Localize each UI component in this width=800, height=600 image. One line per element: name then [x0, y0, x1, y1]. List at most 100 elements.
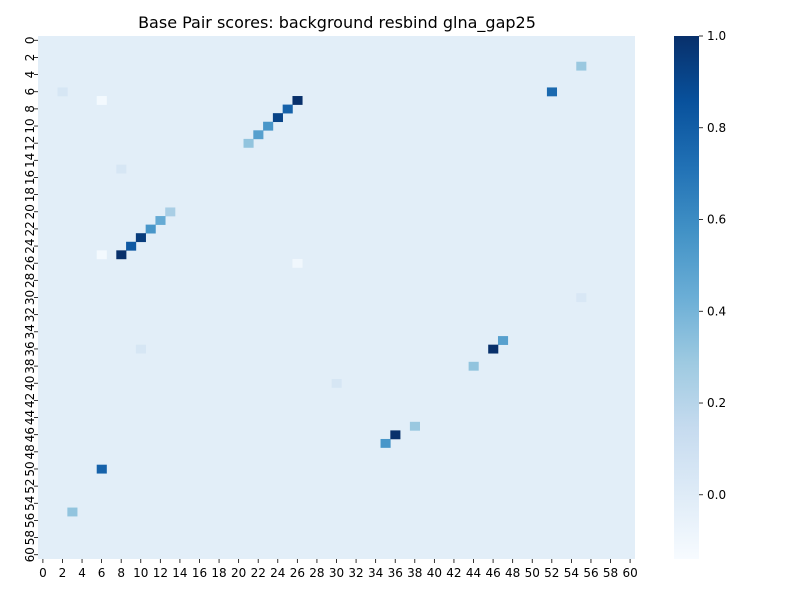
heatmap-cell	[272, 113, 283, 123]
colorbar-tick-label: 0.6	[707, 213, 726, 227]
chart-title: Base Pair scores: background resbind gln…	[138, 13, 536, 33]
colorbar-tick-label: 0.2	[707, 396, 726, 410]
y-tick-label: 2	[23, 54, 37, 62]
y-tick-label: 54	[23, 496, 37, 511]
heatmap-cell	[292, 96, 303, 105]
y-tick-label: 4	[23, 71, 37, 79]
x-tick-label: 52	[544, 566, 559, 580]
x-tick-label: 0	[39, 566, 47, 580]
x-tick-label: 48	[505, 566, 520, 580]
x-tick-label: 60	[622, 566, 637, 580]
y-tick-label: 56	[23, 513, 37, 528]
y-axis: 0246810121416182022242628303234363840424…	[23, 36, 38, 562]
x-tick-label: 32	[348, 566, 363, 580]
y-tick-label: 44	[23, 410, 37, 425]
y-tick-label: 32	[23, 307, 37, 322]
y-tick-label: 22	[23, 221, 37, 236]
heatmap-cell	[576, 293, 587, 303]
y-tick-label: 34	[23, 324, 37, 339]
heatmap-cell	[263, 121, 274, 131]
x-tick-label: 38	[407, 566, 422, 580]
x-tick-label: 8	[117, 566, 125, 580]
x-tick-label: 56	[583, 566, 598, 580]
y-tick-label: 16	[23, 170, 37, 185]
y-tick-label: 10	[23, 118, 37, 133]
colorbar-tick-label: 0.0	[707, 488, 726, 502]
x-axis: 0 2 4 6 8 10 12 14 16 18 20 22 24 26 28 30 32 34 36 38 40 42 4…	[39, 559, 638, 580]
y-tick-label: 30	[23, 290, 37, 305]
y-tick-label: 12	[23, 136, 37, 151]
x-tick-label: 36	[388, 566, 403, 580]
y-tick-label: 28	[23, 273, 37, 288]
y-tick-label: 20	[23, 204, 37, 219]
x-tick-label: 40	[427, 566, 442, 580]
y-tick-label: 60	[23, 547, 37, 562]
x-tick-label: 16	[192, 566, 207, 580]
heatmap-cell	[116, 250, 127, 260]
heatmap-cell	[67, 507, 78, 517]
heatmap-cell	[331, 378, 342, 388]
y-tick-label: 6	[23, 88, 37, 96]
x-tick-label: 44	[466, 566, 481, 580]
heatmap-cell	[292, 258, 303, 268]
x-tick-label: 50	[525, 566, 540, 580]
y-tick-label: 42	[23, 393, 37, 408]
heatmap-cell	[576, 61, 587, 71]
y-tick-label: 8	[23, 105, 37, 113]
y-tick-label: 24	[23, 238, 37, 253]
y-tick-label: 26	[23, 256, 37, 271]
x-tick-label: 26	[290, 566, 305, 580]
plot-area	[38, 36, 635, 559]
x-tick-label: 20	[231, 566, 246, 580]
x-tick-label: 22	[251, 566, 266, 580]
heatmap-cells	[57, 61, 587, 517]
y-tick-label: 58	[23, 530, 37, 545]
x-tick-label: 34	[368, 566, 383, 580]
y-tick-label: 50	[23, 461, 37, 476]
y-tick-label: 52	[23, 478, 37, 493]
colorbar: 0.0 0.2 0.4 0.6 0.8 1.0	[674, 29, 726, 559]
colorbar-ticks: 0.0 0.2 0.4 0.6 0.8 1.0	[699, 29, 726, 502]
heatmap-cell	[96, 250, 107, 260]
heatmap-cell	[409, 421, 420, 431]
x-tick-label: 46	[485, 566, 500, 580]
heatmap-cell	[96, 464, 107, 474]
colorbar-tick-label: 0.4	[707, 304, 726, 318]
heatmap-cell	[468, 361, 479, 371]
x-tick-label: 4	[78, 566, 86, 580]
heatmap-cell	[135, 233, 146, 243]
x-tick-label: 42	[446, 566, 461, 580]
heatmap-cell	[116, 164, 127, 174]
heatmap-cell	[126, 241, 137, 251]
heatmap-cell	[155, 216, 166, 225]
heatmap-cell	[380, 438, 391, 448]
heatmap-cell	[282, 104, 293, 114]
colorbar-gradient	[674, 36, 699, 559]
y-tick-label: 40	[23, 376, 37, 391]
x-tick-label: 58	[603, 566, 618, 580]
x-tick-label: 14	[172, 566, 187, 580]
heatmap-cell	[57, 87, 68, 97]
heatmap-cell	[165, 207, 176, 217]
heatmap-cell	[243, 138, 254, 148]
plot-background	[38, 36, 635, 559]
y-tick-label: 38	[23, 358, 37, 373]
y-tick-label: 48	[23, 444, 37, 459]
y-tick-label: 14	[23, 153, 37, 168]
heatmap-cell	[96, 96, 107, 105]
colorbar-tick-label: 1.0	[707, 29, 726, 43]
y-tick-label: 0	[23, 36, 37, 44]
heatmap-cell	[253, 130, 264, 140]
x-tick-label: 2	[59, 566, 67, 580]
colorbar-tick-label: 0.8	[707, 121, 726, 135]
x-tick-label: 30	[329, 566, 344, 580]
y-tick-label: 46	[23, 427, 37, 442]
x-tick-label: 18	[211, 566, 226, 580]
x-tick-label: 24	[270, 566, 285, 580]
x-tick-label: 10	[133, 566, 148, 580]
x-tick-label: 12	[153, 566, 168, 580]
x-tick-label: 54	[564, 566, 579, 580]
y-tick-label: 36	[23, 341, 37, 356]
x-tick-label: 6	[98, 566, 106, 580]
